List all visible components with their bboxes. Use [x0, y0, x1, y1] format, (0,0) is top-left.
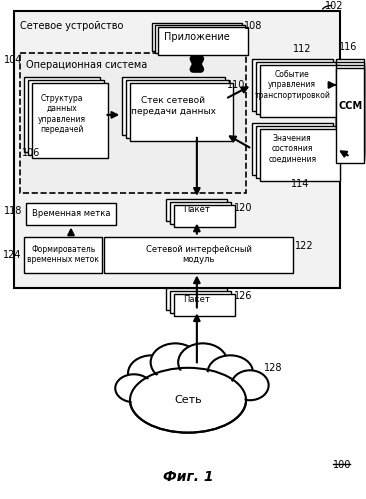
- Ellipse shape: [231, 370, 269, 400]
- Text: 100: 100: [333, 460, 351, 470]
- Text: Приложение: Приложение: [164, 32, 230, 42]
- FancyBboxPatch shape: [24, 77, 101, 152]
- FancyBboxPatch shape: [336, 59, 364, 154]
- FancyBboxPatch shape: [170, 291, 231, 313]
- FancyBboxPatch shape: [170, 202, 231, 224]
- FancyBboxPatch shape: [26, 203, 116, 225]
- Text: Сетевое устройство: Сетевое устройство: [20, 21, 123, 31]
- FancyBboxPatch shape: [256, 126, 336, 178]
- FancyBboxPatch shape: [152, 23, 242, 51]
- FancyBboxPatch shape: [260, 65, 340, 117]
- FancyBboxPatch shape: [122, 77, 225, 135]
- Ellipse shape: [131, 370, 244, 430]
- Text: Временная метка: Временная метка: [32, 209, 110, 218]
- FancyBboxPatch shape: [252, 59, 333, 111]
- Text: 114: 114: [291, 179, 310, 189]
- Text: ССМ: ССМ: [338, 101, 362, 111]
- FancyBboxPatch shape: [14, 11, 340, 288]
- FancyBboxPatch shape: [336, 68, 364, 163]
- FancyBboxPatch shape: [24, 237, 102, 272]
- Ellipse shape: [178, 343, 227, 381]
- Ellipse shape: [151, 343, 200, 381]
- FancyBboxPatch shape: [167, 288, 227, 310]
- Text: Значения
состояния
соединения: Значения состояния соединения: [268, 134, 316, 164]
- Ellipse shape: [130, 368, 246, 433]
- FancyBboxPatch shape: [130, 83, 233, 141]
- Text: 122: 122: [295, 241, 314, 250]
- FancyBboxPatch shape: [32, 83, 108, 158]
- Ellipse shape: [208, 355, 253, 389]
- Text: 106: 106: [22, 148, 40, 158]
- Ellipse shape: [115, 374, 153, 402]
- FancyBboxPatch shape: [336, 65, 364, 160]
- Text: 104: 104: [3, 55, 22, 65]
- FancyBboxPatch shape: [126, 80, 229, 138]
- Text: 120: 120: [234, 203, 253, 213]
- FancyBboxPatch shape: [104, 237, 293, 272]
- Text: Событие
управления
транспортировкой: Событие управления транспортировкой: [254, 70, 330, 100]
- Text: Фиг. 1: Фиг. 1: [163, 470, 213, 484]
- Text: Формирователь
временных меток: Формирователь временных меток: [27, 245, 99, 264]
- Text: 126: 126: [234, 291, 253, 301]
- FancyBboxPatch shape: [256, 62, 336, 114]
- Text: 118: 118: [3, 206, 22, 216]
- FancyBboxPatch shape: [260, 129, 340, 181]
- Text: 102: 102: [325, 1, 343, 11]
- FancyBboxPatch shape: [174, 294, 235, 316]
- FancyBboxPatch shape: [252, 123, 333, 175]
- FancyBboxPatch shape: [28, 80, 104, 155]
- FancyBboxPatch shape: [20, 53, 246, 193]
- Text: 110: 110: [227, 80, 246, 90]
- Text: Операционная система: Операционная система: [26, 60, 147, 70]
- Text: 112: 112: [293, 44, 312, 54]
- Text: 128: 128: [264, 363, 282, 373]
- Ellipse shape: [128, 355, 175, 391]
- FancyBboxPatch shape: [167, 199, 227, 221]
- Text: Стек сетевой
передачи данных: Стек сетевой передачи данных: [131, 96, 216, 116]
- Text: Сетевой интерфейсный
модуль: Сетевой интерфейсный модуль: [146, 245, 252, 264]
- Text: Пакет: Пакет: [183, 295, 210, 304]
- Text: Структура
данных
управления
передачей: Структура данных управления передачей: [38, 94, 86, 134]
- Text: 108: 108: [244, 21, 262, 31]
- FancyBboxPatch shape: [157, 27, 248, 55]
- Text: Пакет: Пакет: [183, 205, 210, 214]
- Text: 116: 116: [339, 42, 357, 52]
- Text: Сеть: Сеть: [174, 395, 202, 405]
- FancyBboxPatch shape: [174, 205, 235, 227]
- FancyBboxPatch shape: [336, 62, 364, 157]
- FancyBboxPatch shape: [154, 25, 245, 53]
- Text: 124: 124: [3, 250, 22, 259]
